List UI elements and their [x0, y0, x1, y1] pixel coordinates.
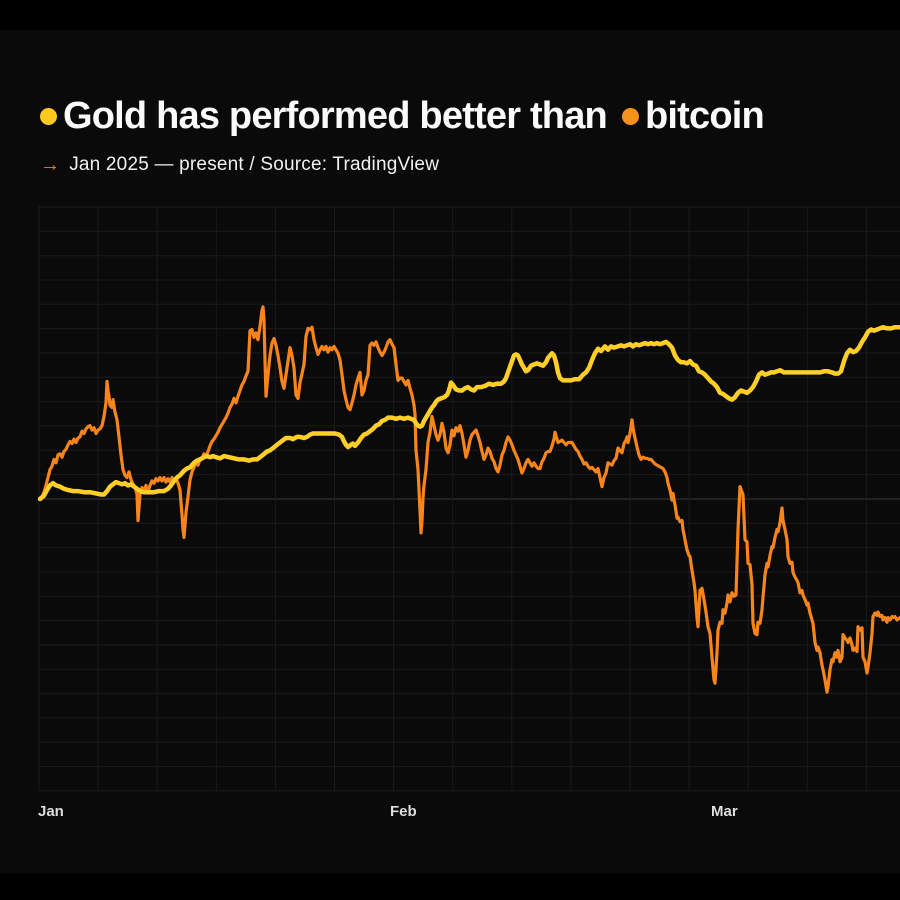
title-gold-part: Gold has performed better than	[63, 95, 608, 137]
subtitle-text: Jan 2025 — present / Source: TradingView	[69, 154, 440, 176]
x-tick-jan: Jan	[38, 803, 64, 820]
x-tick-feb: Feb	[390, 803, 417, 820]
chart-header: Gold has performed better than bitcoin →…	[40, 95, 765, 177]
gold-bullet-icon	[40, 108, 57, 126]
title-bitcoin-part: bitcoin	[644, 95, 765, 137]
bitcoin-bullet-icon	[621, 108, 639, 126]
arrow-right-icon: →	[40, 153, 61, 176]
x-tick-mar: Mar	[711, 803, 738, 820]
chart-title: Gold has performed better than bitcoin	[40, 95, 765, 139]
bottom-letterbox-bar	[0, 873, 900, 900]
top-letterbox-bar	[0, 0, 900, 30]
chart-subtitle: → Jan 2025 — present / Source: TradingVi…	[40, 154, 764, 177]
gold-line	[37, 324, 900, 502]
bitcoin-line	[38, 305, 900, 694]
